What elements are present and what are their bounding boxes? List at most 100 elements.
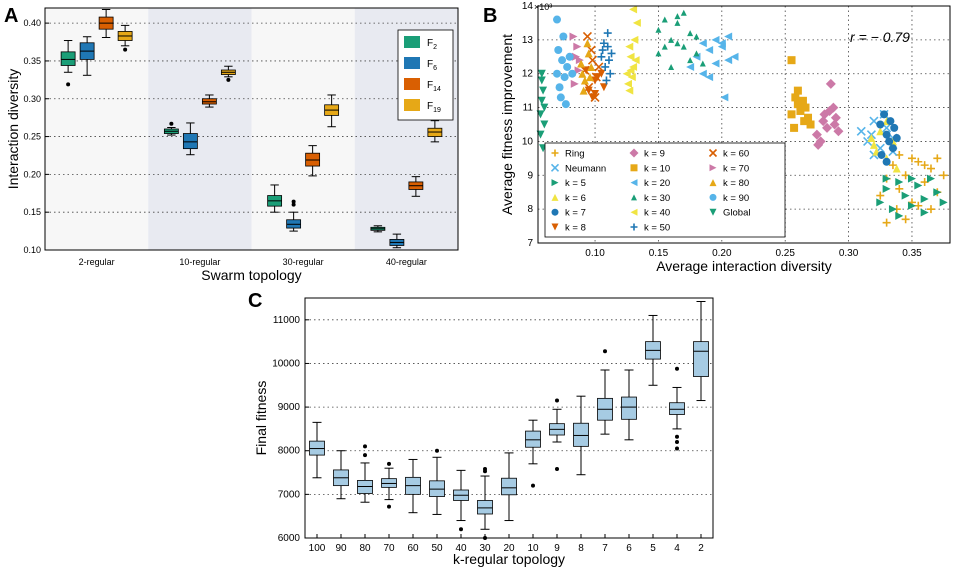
legend-label: F6 [427, 59, 437, 72]
y-tick-label: 13 [522, 35, 534, 46]
data-point [914, 157, 923, 166]
data-point [582, 66, 591, 75]
data-point [882, 218, 891, 227]
series-k=80 [577, 39, 596, 95]
x-tick-label: 0.15 [649, 248, 669, 259]
box-outlier [603, 349, 607, 354]
box-F6 [182, 122, 198, 156]
data-point [813, 139, 824, 150]
box-k60 [405, 458, 421, 514]
y-axis-label: Average fitness improvement [499, 34, 515, 215]
box-outlier [363, 453, 367, 458]
x-tick-label: 80 [359, 543, 371, 554]
data-point [593, 73, 602, 82]
data-point [579, 86, 588, 95]
data-point [563, 62, 572, 71]
data-point [796, 106, 805, 115]
data-point [876, 191, 885, 200]
box-outlier [226, 77, 231, 82]
data-point [926, 205, 935, 214]
x-tick-label: 100 [309, 543, 326, 554]
data-point [599, 39, 608, 48]
data-point [825, 78, 836, 89]
box-outlier [459, 527, 463, 532]
legend-label: k = 50 [644, 223, 670, 234]
data-point [626, 52, 635, 61]
series-k=10 [787, 56, 815, 132]
legend-item: k = 30 [631, 193, 670, 204]
data-point [818, 116, 829, 127]
box-k6 [621, 369, 637, 441]
data-point [537, 76, 546, 85]
legend-box [544, 142, 786, 238]
data-point [793, 100, 802, 109]
data-point [711, 59, 720, 68]
panel-label-a: A [4, 5, 18, 27]
data-point [551, 193, 559, 201]
legend-label: k = 6 [565, 193, 586, 204]
data-point [606, 69, 615, 78]
data-point [598, 46, 607, 55]
data-point [686, 62, 695, 71]
x-tick-label: 6 [626, 543, 632, 554]
legend-item: k = 90 [709, 193, 749, 204]
data-point [584, 82, 594, 92]
data-point [698, 69, 707, 78]
box-F2 [60, 40, 76, 87]
box-outlier [555, 467, 559, 472]
x-tick-label: 90 [335, 543, 347, 554]
y-tick-label: 0.40 [23, 18, 41, 28]
data-point [630, 208, 638, 216]
box-F6 [79, 36, 95, 76]
box-outlier [66, 82, 71, 87]
y-tick-label: 8 [527, 204, 533, 215]
data-point [892, 134, 901, 143]
data-point [890, 123, 899, 132]
data-point [709, 208, 717, 216]
legend-label: F14 [427, 80, 441, 93]
data-point [553, 69, 562, 78]
data-point [569, 32, 578, 41]
data-point [790, 123, 799, 132]
x-tick-label: 9 [554, 543, 560, 554]
legend-label: k = 7 [565, 208, 586, 219]
series-k=9 [811, 78, 844, 150]
data-point [793, 86, 802, 95]
data-point [625, 86, 634, 95]
box-outlier [387, 461, 391, 466]
data-point [558, 56, 567, 65]
data-point [550, 163, 560, 172]
y-tick-label: 0.25 [23, 132, 41, 142]
data-point [711, 35, 720, 44]
data-point [537, 69, 546, 78]
legend-label: k = 70 [723, 163, 749, 174]
x-tick-label: 0.25 [775, 248, 795, 259]
box-iqr [621, 396, 637, 420]
data-point [705, 73, 714, 82]
data-point [591, 72, 601, 82]
box-k70 [381, 461, 397, 509]
box-F19 [117, 24, 133, 52]
box-outlier [675, 434, 679, 439]
box-k9 [549, 398, 565, 472]
data-point [668, 36, 675, 43]
data-point [920, 194, 929, 203]
y-tick-label: 0.20 [23, 169, 41, 179]
data-point [565, 52, 574, 61]
box-outlier [363, 444, 367, 449]
data-point [819, 109, 830, 120]
legend-item: k = 40 [630, 208, 670, 219]
data-point [537, 96, 546, 105]
y-axis-label: Interaction diversity [5, 69, 21, 190]
y-tick-label: 8000 [278, 446, 301, 457]
data-point [895, 184, 904, 193]
data-point [632, 18, 641, 27]
data-point [631, 56, 640, 65]
data-point [885, 137, 894, 146]
data-point [630, 164, 638, 172]
data-point [705, 46, 714, 55]
legend-item: k = 70 [709, 163, 749, 174]
x-tick-label: 30 [479, 543, 491, 554]
legend-item: Neumann [550, 163, 606, 174]
background-band [45, 8, 149, 250]
